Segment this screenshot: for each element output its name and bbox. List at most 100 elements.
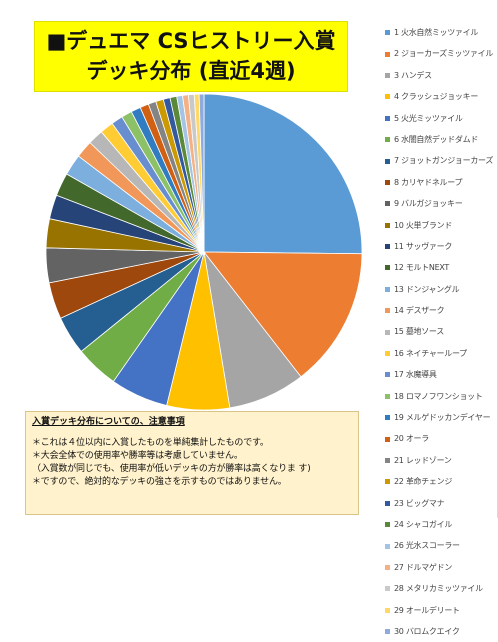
pie-slice-1 xyxy=(203,93,363,255)
legend-swatch xyxy=(385,607,390,613)
legend-item: 30 バロムクエイク xyxy=(385,621,495,642)
chart-title-box: ■デュエマ CSヒストリー入賞 デッキ分布 (直近4週) xyxy=(34,21,348,92)
legend-label: 13 ドンジャングル xyxy=(394,284,460,294)
legend-label: 12 モルトNEXT xyxy=(394,263,449,273)
legend-swatch xyxy=(385,329,390,335)
legend-item: 8 カリヤドネループ xyxy=(385,172,495,193)
legend-label: 10 火単ブランド xyxy=(394,220,453,230)
legend-label: 1 火水自然ミッツァイル xyxy=(394,28,479,37)
legend-label: 20 オーラ xyxy=(394,434,429,444)
legend-swatch xyxy=(385,51,390,57)
legend-swatch xyxy=(385,564,390,570)
legend-swatch xyxy=(385,372,390,378)
legend-swatch xyxy=(385,30,390,36)
legend-item: 3 ハンデス xyxy=(385,65,495,86)
pie-slice-2 xyxy=(203,251,363,378)
notes-box: 入賞デッキ分布についての、注意事項 ＊これは４位以内に入賞したものを単純集計した… xyxy=(25,411,359,515)
legend-swatch xyxy=(385,629,390,635)
legend-swatch xyxy=(385,201,390,207)
legend-item: 23 ビッグマナ xyxy=(385,493,495,514)
chart-area: ■デュエマ CSヒストリー入賞 デッキ分布 (直近4週) 1 火水自然ミッツァイ… xyxy=(25,0,498,636)
legend-label: 23 ビッグマナ xyxy=(394,498,445,508)
legend-item: 26 光水スコーラー xyxy=(385,535,495,556)
legend-swatch xyxy=(385,351,390,357)
legend-label: 27 ドルマゲドン xyxy=(394,562,453,572)
legend-swatch xyxy=(385,522,390,528)
legend-label: 29 オールデリート xyxy=(394,605,460,615)
legend-item: 4 クラッシュジョッキー xyxy=(385,86,495,107)
legend-item: 16 ネイチャーループ xyxy=(385,343,495,364)
legend-swatch xyxy=(385,415,390,421)
legend-label: 2 ジョーカーズミッツァイル xyxy=(394,49,494,59)
legend-item: 18 ロマノフワンショット xyxy=(385,386,495,407)
pie-chart xyxy=(45,93,363,411)
legend-swatch xyxy=(385,393,390,399)
notes-line: ＊ですので、絶対的なデッキの強さを示すものではありません。 xyxy=(32,477,287,487)
legend-swatch xyxy=(385,286,390,292)
legend-swatch xyxy=(385,222,390,228)
legend-item: 1 火水自然ミッツァイル xyxy=(385,22,495,43)
legend-item: 28 メタリカミッツァイル xyxy=(385,578,495,599)
legend-item: 22 革命チェンジ xyxy=(385,471,495,492)
legend-label: 8 カリヤドネループ xyxy=(394,177,463,187)
legend-swatch xyxy=(385,436,390,442)
notes-heading: 入賞デッキ分布についての、注意事項 xyxy=(32,417,185,427)
legend-swatch xyxy=(385,179,390,185)
legend-swatch xyxy=(385,94,390,100)
notes-line: ＊大会全体での使用率や勝率等は考慮していません。 xyxy=(32,451,243,461)
legend-label: 4 クラッシュジョッキー xyxy=(394,92,479,102)
legend-item: 19 メルゲドッカンデイヤー xyxy=(385,407,495,428)
legend-label: 30 バロムクエイク xyxy=(394,626,460,636)
legend-label: 22 革命チェンジ xyxy=(394,477,453,487)
legend-swatch xyxy=(385,586,390,592)
legend: 1 火水自然ミッツァイル 2 ジョーカーズミッツァイル 3 ハンデス 4 クラッシュジ… xyxy=(385,22,495,642)
legend-swatch xyxy=(385,543,390,549)
legend-label: 21 レッドゾーン xyxy=(394,455,452,465)
legend-item: 11 サッヴァーク xyxy=(385,236,495,257)
legend-item: 15 墓地ソース xyxy=(385,321,495,342)
legend-label: 24 シャコガイル xyxy=(394,519,453,529)
legend-item: 14 デスザーク xyxy=(385,300,495,321)
legend-item: 21 レッドゾーン xyxy=(385,450,495,471)
legend-swatch xyxy=(385,158,390,164)
legend-label: 19 メルゲドッカンデイヤー xyxy=(394,413,491,423)
legend-label: 14 デスザーク xyxy=(394,306,445,316)
legend-swatch xyxy=(385,479,390,485)
legend-item: 5 火光ミッツァイル xyxy=(385,108,495,129)
legend-label: 17 水魔導具 xyxy=(394,370,437,380)
pie-slice-29 xyxy=(198,93,205,253)
legend-label: 11 サッヴァーク xyxy=(394,241,453,251)
legend-item: 13 ドンジャングル xyxy=(385,279,495,300)
legend-item: 17 水魔導具 xyxy=(385,364,495,385)
legend-label: 9 バルガジョッキー xyxy=(394,199,463,209)
legend-item: 24 シャコガイル xyxy=(385,514,495,535)
legend-label: 6 水闇自然デッドダムド xyxy=(394,134,479,144)
legend-label: 28 メタリカミッツァイル xyxy=(394,584,483,594)
legend-label: 15 墓地ソース xyxy=(394,327,444,337)
legend-label: 3 ハンデス xyxy=(394,70,432,80)
legend-label: 7 ジョットガンジョーカーズ xyxy=(394,156,494,166)
legend-item: 9 バルガジョッキー xyxy=(385,193,495,214)
legend-item: 20 オーラ xyxy=(385,428,495,449)
chart-title-line2: デッキ分布 (直近4週) xyxy=(86,59,296,83)
legend-swatch xyxy=(385,137,390,143)
legend-item: 7 ジョットガンジョーカーズ xyxy=(385,150,495,171)
legend-item: 6 水闇自然デッドダムド xyxy=(385,129,495,150)
legend-item: 10 火単ブランド xyxy=(385,215,495,236)
legend-label: 26 光水スコーラー xyxy=(394,541,460,551)
legend-swatch xyxy=(385,308,390,314)
legend-item: 12 モルトNEXT xyxy=(385,257,495,278)
legend-swatch xyxy=(385,500,390,506)
legend-label: 5 火光ミッツァイル xyxy=(394,113,463,123)
notes-line: （入賞数が同じでも、使用率が低いデッキの方が勝率は高くなりま す) xyxy=(32,464,311,474)
legend-swatch xyxy=(385,244,390,250)
notes-line: ＊これは４位以内に入賞したものを単純集計したものです。 xyxy=(32,438,269,448)
legend-swatch xyxy=(385,265,390,271)
chart-title-line1: ■デュエマ CSヒストリー入賞 xyxy=(46,29,336,53)
legend-item: 2 ジョーカーズミッツァイル xyxy=(385,43,495,64)
legend-swatch xyxy=(385,115,390,121)
legend-swatch xyxy=(385,458,390,463)
legend-swatch xyxy=(385,72,390,78)
legend-item: 29 オールデリート xyxy=(385,600,495,621)
legend-label: 18 ロマノフワンショット xyxy=(394,391,483,401)
